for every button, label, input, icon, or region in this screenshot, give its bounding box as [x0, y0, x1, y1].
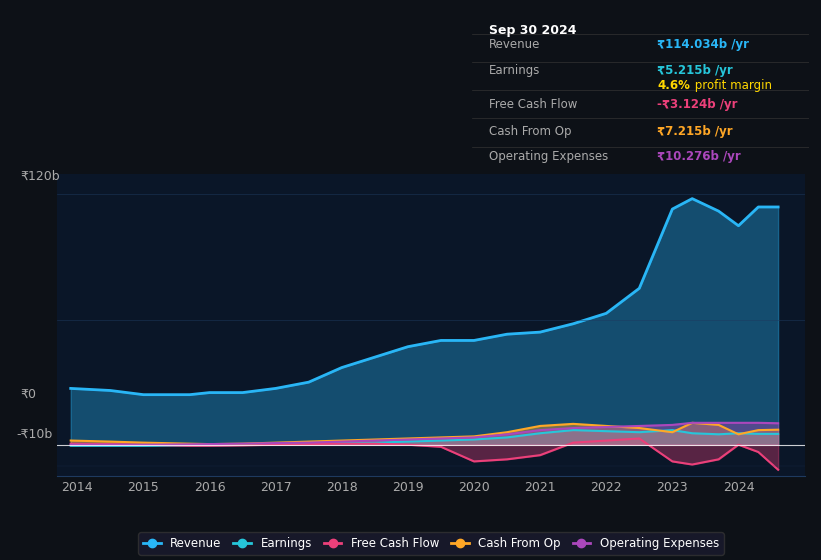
Legend: Revenue, Earnings, Free Cash Flow, Cash From Op, Operating Expenses: Revenue, Earnings, Free Cash Flow, Cash … [139, 533, 723, 555]
Text: Free Cash Flow: Free Cash Flow [489, 98, 577, 111]
Text: profit margin: profit margin [691, 79, 772, 92]
Text: ₹7.215b /yr: ₹7.215b /yr [658, 124, 733, 138]
Text: Sep 30 2024: Sep 30 2024 [489, 25, 576, 38]
Text: -₹10b: -₹10b [16, 427, 53, 441]
Text: Cash From Op: Cash From Op [489, 124, 571, 138]
Text: Revenue: Revenue [489, 38, 540, 50]
Text: ₹120b: ₹120b [21, 170, 60, 183]
Text: ₹0: ₹0 [21, 388, 36, 402]
Text: -₹3.124b /yr: -₹3.124b /yr [658, 98, 738, 111]
Text: ₹10.276b /yr: ₹10.276b /yr [658, 150, 741, 162]
Text: Operating Expenses: Operating Expenses [489, 150, 608, 162]
Text: ₹114.034b /yr: ₹114.034b /yr [658, 38, 750, 50]
Text: ₹5.215b /yr: ₹5.215b /yr [658, 64, 733, 77]
Text: 4.6%: 4.6% [658, 79, 690, 92]
Text: Earnings: Earnings [489, 64, 540, 77]
